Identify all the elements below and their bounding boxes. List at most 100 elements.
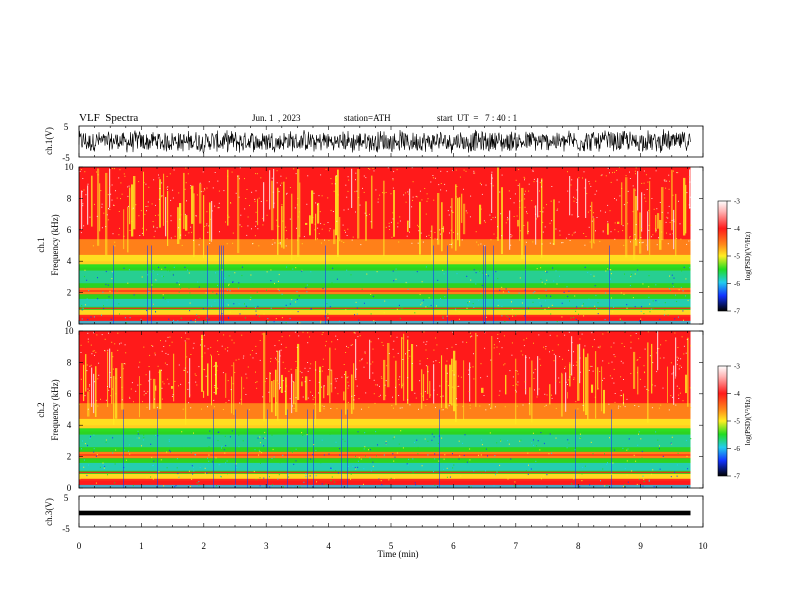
ch1-spectrogram-speckle xyxy=(667,243,669,245)
ch2-spectrogram-speckle xyxy=(285,385,287,387)
ch2-spectrogram-speckle xyxy=(524,381,526,383)
ch2-spectrogram-speckle xyxy=(466,341,468,343)
ch2-spectrogram-streak xyxy=(111,351,113,404)
ch1-spectrogram-speckle xyxy=(501,174,503,176)
ch2-spectrogram-speckle xyxy=(235,463,237,465)
ch2-spectrogram-speckle xyxy=(357,431,359,433)
ch2-spectrogram-speckle xyxy=(462,442,464,444)
ch1-spectrogram-speckle xyxy=(172,274,174,276)
ch1-spectrogram-speckle xyxy=(668,205,670,207)
ch1-spectrogram-streak xyxy=(91,175,93,227)
ch1-spectrogram-speckle xyxy=(392,187,394,189)
ch1-spectrogram-speckle xyxy=(532,241,534,243)
ch1-spectrogram-speckle xyxy=(280,184,281,186)
ch2-spectrogram-speckle xyxy=(368,406,370,408)
ch2-spectrogram-speckle xyxy=(469,367,471,368)
ch1-spectrogram-speckle xyxy=(298,211,300,213)
ch2-spectrogram-speckle xyxy=(139,361,141,363)
ch1-spectrogram-speckle xyxy=(345,184,347,186)
ch1-spectrogram-speckle xyxy=(325,313,327,315)
ch2-spectrogram-speckle xyxy=(446,348,448,350)
ch2-spectrogram-speckle xyxy=(453,387,455,389)
ch1-spectrogram-speckle xyxy=(314,223,316,225)
ch3-waveform-panel xyxy=(79,510,691,516)
ch2-spectrogram-speckle xyxy=(148,380,150,382)
ch2-spectrogram-streak xyxy=(341,409,342,488)
ch2-spectrogram-speckle xyxy=(473,378,475,380)
ch2-spectrogram-speckle xyxy=(259,359,261,361)
ch1-spectrogram-speckle xyxy=(390,221,392,223)
ch1-spectrogram-speckle xyxy=(515,179,517,181)
ch2-spectrogram-speckle xyxy=(163,485,165,487)
colorbar-tick-label: -4 xyxy=(734,225,740,233)
ch2-spectrogram-speckle xyxy=(448,405,450,407)
ch2-spectrogram-speckle xyxy=(379,385,380,387)
ch2-spectrogram-speckle xyxy=(163,383,165,385)
ch1-spectrogram-speckle xyxy=(321,195,323,197)
colorbar-tick-label: -7 xyxy=(734,473,740,481)
ch1-spectrogram-speckle xyxy=(442,269,444,271)
ch1-spectrogram-speckle xyxy=(416,196,418,198)
ch2-spectrogram-speckle xyxy=(146,406,148,408)
ch2-spectrogram-speckle xyxy=(210,354,212,356)
ch1-spectrogram-speckle xyxy=(532,301,534,303)
ch2-spectrogram-speckle xyxy=(581,473,583,475)
ch1-spectrogram-speckle xyxy=(426,235,427,237)
ch1-spectrogram-speckle xyxy=(121,193,123,195)
ch1-spectrogram-speckle xyxy=(111,278,113,280)
ch2-spectrogram-speckle xyxy=(480,454,482,456)
ch2-spectrogram-speckle xyxy=(123,363,125,364)
ch2-spectrogram-speckle xyxy=(122,368,124,370)
ch1-spectrogram-streak xyxy=(339,217,341,242)
ch2-spectrogram-speckle xyxy=(637,359,639,361)
ch1-spectrogram-speckle xyxy=(644,197,646,199)
ch2-spectrogram-speckle xyxy=(97,378,99,380)
ch1-spectrogram-speckle xyxy=(539,190,540,192)
ch2-spectrogram-speckle xyxy=(216,370,218,371)
ch1-spectrogram-speckle xyxy=(206,223,208,225)
ch1-spectrogram-speckle xyxy=(614,198,615,199)
ch1-spectrogram-speckle xyxy=(255,225,256,227)
ch2-spectrogram-speckle xyxy=(676,475,678,477)
ch2-spectrogram-streak xyxy=(585,357,588,415)
ch1-spectrogram-speckle xyxy=(418,230,420,232)
ch2-spectrogram-speckle xyxy=(120,342,122,344)
ch1-spectrogram-speckle xyxy=(167,186,169,188)
ch2-spectrogram-speckle xyxy=(330,480,332,482)
ch2-spectrogram-speckle xyxy=(89,437,91,440)
ch1-spectrogram-speckle xyxy=(505,288,507,290)
ch2-spectrogram-speckle xyxy=(249,354,251,356)
ch1-spectrogram-speckle xyxy=(214,172,216,173)
ch2-spectrogram-speckle xyxy=(143,434,145,436)
ch1-spectrogram-speckle xyxy=(132,207,134,209)
ch2-spectrogram-streak xyxy=(271,381,273,413)
ch2-spectrogram-speckle xyxy=(543,442,545,445)
ch1-spectrogram-speckle xyxy=(539,182,541,184)
ch2-spectrogram-speckle xyxy=(191,470,193,472)
ch1-spectrogram-streak xyxy=(527,221,529,235)
ch2-spectrogram-speckle xyxy=(382,344,384,346)
ch2-spectrogram-speckle xyxy=(363,366,365,368)
ch2-spectrogram-speckle xyxy=(653,486,655,488)
ch1-spectrogram-streak xyxy=(227,169,229,226)
ch1-spectrogram-speckle xyxy=(576,189,578,191)
ch1-spectrogram-streak xyxy=(191,185,194,224)
ch2-spectrogram-speckle xyxy=(108,332,109,334)
ch2-spectrogram-speckle xyxy=(500,440,502,442)
ch1-spectrogram-speckle xyxy=(515,315,517,317)
ch1-spectrogram-speckle xyxy=(145,206,147,207)
ch1-spectrogram-speckle xyxy=(591,220,593,222)
ch1-spectrogram-streak xyxy=(491,173,493,213)
ch1-spectrogram-speckle xyxy=(680,238,682,240)
ch2-spectrogram-streak xyxy=(189,358,191,398)
ch2-spectrogram-streak xyxy=(207,363,209,396)
spectro-ytick-label: 8 xyxy=(67,357,72,367)
ch2-spectrogram-speckle xyxy=(659,445,660,447)
ch1-spectrogram-streak xyxy=(163,173,165,226)
ch2-spectrogram-speckle xyxy=(614,401,616,403)
ch1-spectrogram-speckle xyxy=(173,319,174,322)
ch2-spectrogram-speckle xyxy=(678,387,680,389)
ch1-spectrogram-speckle xyxy=(369,213,370,215)
ch1-spectrogram-speckle xyxy=(542,221,544,223)
ch1-spectrogram-speckle xyxy=(377,198,379,200)
